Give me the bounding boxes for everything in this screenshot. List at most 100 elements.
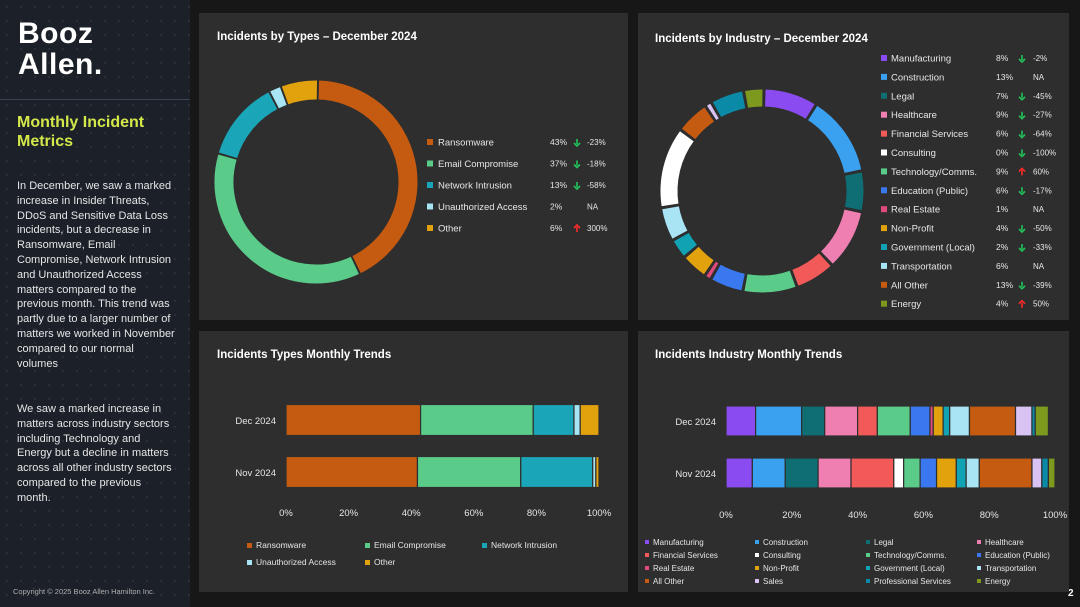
types-legend-label-other: Other	[438, 224, 462, 235]
types-trend-xtick-100: 100%	[587, 508, 612, 519]
types-legend-pct-ransomware: 43%	[550, 137, 567, 147]
types-slice-unauthorized-access	[268, 85, 288, 110]
industry-legend-pct-construction: 13%	[996, 72, 1013, 82]
industry-trend-bar-dec-2024-transportation	[949, 405, 971, 437]
types-legend-pct-email-compromise: 37%	[550, 159, 567, 169]
industry-slice-government-local	[672, 231, 699, 258]
types-trend-bar-dec-2024-other	[579, 403, 600, 437]
industry-legend-change-financial-services: -64%	[1033, 130, 1052, 139]
industry-trend-legend-label-real-estate: Real Estate	[653, 564, 695, 573]
industry-slice-professional-services	[711, 90, 747, 119]
industry-trend-legend-label-energy: Energy	[985, 577, 1010, 586]
industry-trend-legend-label-technology-comms: Technology/Comms.	[874, 551, 946, 560]
types-trend-legend-label-unauthorized-access: Unauthorized Access	[256, 557, 336, 567]
industry-slice-manufacturing	[764, 88, 817, 121]
types-trend-bar-nov-2024-email-compromise	[416, 455, 522, 489]
industry-trend-legend-swatch-sales	[755, 579, 759, 583]
industry-trend-legend-label-sales: Sales	[763, 577, 783, 586]
page-title: Monthly Incident Metrics	[17, 114, 145, 150]
industry-trend-xtick-100: 100%	[1043, 510, 1068, 521]
industry-trend-legend-label-government-local: Government (Local)	[874, 564, 945, 573]
types-legend-swatch-unauthorized-access	[427, 203, 433, 210]
industry-trend-xtick-80: 80%	[980, 510, 1000, 521]
types-trend-category-label-dec-2024: Dec 2024	[235, 416, 276, 427]
industry-trend-bar-dec-2024-legal	[801, 405, 826, 437]
types-legend-change-email-compromise: -18%	[587, 160, 606, 169]
types-slice-ransomware	[317, 79, 419, 275]
types-slice-network-intrusion	[217, 90, 279, 160]
industry-legend-label-energy: Energy	[891, 299, 921, 310]
types-legend-pct-other: 6%	[550, 223, 563, 233]
types-slice-other	[280, 79, 319, 106]
industry-trend-xtick-40: 40%	[848, 510, 868, 521]
types-legend-label-email-compromise: Email Compromise	[438, 159, 518, 170]
types-trend-bar-dec-2024-unauthorized-access	[573, 403, 581, 437]
industry-trend-bar-nov-2024-consulting	[893, 457, 905, 489]
industry-legend-swatch-technology-comms	[881, 168, 887, 175]
types-trend-bar-dec-2024-email-compromise	[419, 403, 534, 437]
industry-legend-arrow-government-local	[1018, 244, 1026, 253]
industry-legend-label-government-local: Government (Local)	[891, 243, 975, 254]
industry-legend-change-healthcare: -27%	[1033, 111, 1052, 120]
industry-trend-xtick-20: 20%	[782, 510, 802, 521]
industry-legend-pct-all-other: 13%	[996, 280, 1013, 290]
types-trend-xtick-40: 40%	[402, 508, 422, 519]
industry-legend-label-non-profit: Non-Profit	[891, 224, 934, 235]
industry-legend-arrow-all-other	[1018, 281, 1026, 290]
copyright-text: Copyright © 2025 Booz Allen Hamilton Inc…	[13, 587, 155, 596]
types-trend-legend-swatch-network-intrusion	[482, 543, 487, 548]
industry-legend-change-non-profit: -50%	[1033, 224, 1052, 233]
industry-slice-sales	[705, 102, 721, 122]
industry-legend-arrow-energy	[1018, 299, 1026, 308]
industry-trend-bar-nov-2024-construction	[751, 457, 786, 489]
industry-legend-swatch-education-public	[881, 187, 887, 194]
industry-legend-swatch-non-profit	[881, 225, 887, 232]
industry-trend-bar-nov-2024-non-profit	[935, 457, 957, 489]
industry-slice-education-public	[710, 263, 746, 292]
industry-trend-bar-dec-2024-financial-services	[857, 405, 878, 437]
industry-legend-label-construction: Construction	[891, 72, 944, 83]
industry-legend-swatch-all-other	[881, 281, 887, 288]
industry-trend-legend-swatch-consulting	[755, 553, 759, 557]
industry-legend-label-consulting: Consulting	[891, 148, 936, 159]
industry-trend-bar-dec-2024-government-local	[942, 405, 951, 437]
types-donut-panel: Incidents by Types – December 2024 Ranso…	[199, 13, 628, 320]
industry-slice-healthcare	[819, 208, 863, 266]
industry-legend-swatch-healthcare	[881, 111, 887, 118]
industry-legend-swatch-financial-services	[881, 130, 887, 137]
industry-trend-legend-label-healthcare: Healthcare	[985, 538, 1024, 547]
industry-trend-category-label-nov-2024: Nov 2024	[675, 469, 716, 480]
industry-legend-swatch-government-local	[881, 244, 887, 250]
industry-trend-legend-swatch-professional-services	[866, 579, 870, 583]
types-legend-arrow-other	[573, 223, 581, 232]
industry-donut-panel: Incidents by Industry – December 2024 Ma…	[638, 13, 1069, 320]
industry-legend-label-technology-comms: Technology/Comms.	[891, 167, 977, 178]
booz-allen-logo: Booz Allen.	[18, 18, 103, 80]
industry-legend-arrow-technology-comms	[1018, 167, 1026, 176]
industry-legend-arrow-financial-services	[1018, 130, 1026, 139]
industry-legend-pct-manufacturing: 8%	[996, 53, 1009, 63]
industry-trend-category-label-dec-2024: Dec 2024	[675, 417, 716, 428]
industry-trend-legend-swatch-legal	[866, 540, 870, 544]
types-trend-legend-swatch-email-compromise	[365, 543, 370, 548]
industry-trend-legend-label-financial-services: Financial Services	[653, 551, 718, 560]
types-legend-change-ransomware: -23%	[587, 138, 606, 147]
industry-trend-bar-nov-2024-sales	[1031, 457, 1043, 489]
industry-trend-legend-label-transportation: Transportation	[985, 564, 1036, 573]
types-trend-legend-swatch-ransomware	[247, 543, 252, 548]
types-trend-panel: Incidents Types Monthly Trends Dec 2024 N…	[199, 331, 628, 592]
types-trend-xtick-20: 20%	[339, 508, 359, 519]
types-legend-arrow-email-compromise	[573, 160, 581, 169]
logo-line-1: Booz	[18, 17, 94, 50]
industry-trend-legend-label-education-public: Education (Public)	[985, 551, 1050, 560]
industry-legend-label-education-public: Education (Public)	[891, 186, 968, 197]
industry-legend-swatch-real-estate	[881, 206, 887, 213]
industry-trend-xtick-0: 0%	[719, 510, 733, 521]
types-trend-bar-nov-2024-network-intrusion	[520, 455, 594, 489]
industry-trend-legend-swatch-healthcare	[977, 540, 981, 544]
industry-trend-legend-label-all-other: All Other	[653, 577, 684, 586]
industry-legend-label-real-estate: Real Estate	[891, 205, 940, 216]
industry-trend-legend-swatch-all-other	[645, 579, 649, 583]
industry-legend-pct-legal: 7%	[996, 91, 1009, 101]
industry-legend-arrow-education-public	[1018, 187, 1026, 196]
